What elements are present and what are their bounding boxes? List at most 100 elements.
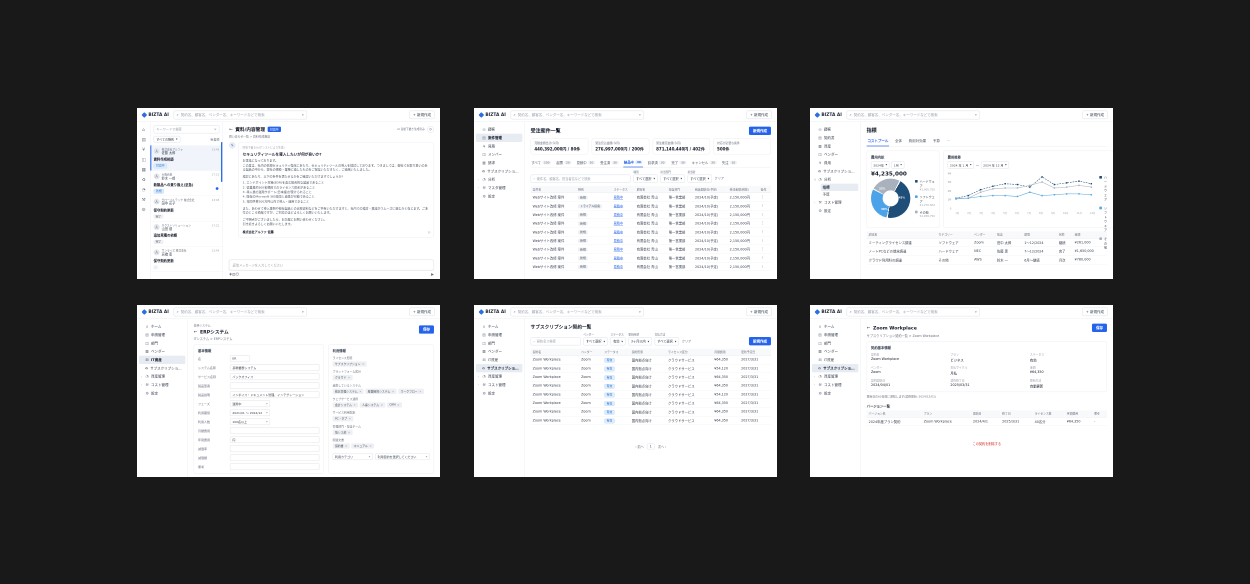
sidebar-item[interactable]: ⚙ 設定 [818, 390, 831, 396]
sidebar-item[interactable]: ◫ 部門 [482, 340, 495, 346]
tag-chip[interactable]: 経費精算システム ✕ [365, 388, 397, 394]
text-input[interactable]: 2021/01 〜 2024/12 ▾ [229, 409, 270, 416]
table-row[interactable]: Webサイト改修 案件 新規 見積中 有限会社 青山 第一営業部 2024/10… [530, 192, 771, 202]
back-icon[interactable]: ← [193, 329, 198, 335]
sidebar-item[interactable]: ⚙ 設定 [145, 390, 158, 396]
row-menu-icon[interactable]: ⋮ [760, 203, 764, 208]
sidebar-item[interactable]: ◫ ベンダー [818, 152, 838, 157]
text-input[interactable]: ER [229, 355, 250, 362]
sidebar-item[interactable]: ♻ サブスクリプション費用 [817, 168, 856, 174]
status-link[interactable]: 見積中 [613, 239, 624, 243]
dashboard-tab[interactable]: ⋯ [946, 138, 950, 143]
tag-chip[interactable]: 契約書 ✕ [332, 443, 350, 449]
table-row[interactable]: Zoom Workplace Zoom 有効 国内拠点向け クラウドサービス ¥… [530, 372, 771, 382]
chip-remove-icon[interactable]: ✕ [348, 417, 352, 421]
global-search-input[interactable]: ⌕ 契約名、顧客名、ベンダー名、キーワードなどで検索 ▾ [846, 110, 980, 120]
sidebar-subitem[interactable]: 予算 [822, 192, 830, 197]
save-button[interactable]: 保存 [1091, 323, 1107, 332]
list-item[interactable]: 人 グローバルテック 株式会社 田中 花子 13:45 保守契約更新 完了 [150, 196, 223, 222]
sidebar-item[interactable]: ♻ サブスクリプション契約 [811, 363, 859, 373]
footer-select[interactable]: 利用カテゴリ ▾ [332, 453, 373, 460]
sidebar-item[interactable]: ◫ 部門 [818, 340, 831, 346]
text-input[interactable] [229, 382, 320, 389]
sidebar-item[interactable]: ⊞ IT資産 [818, 357, 835, 362]
scrollbar[interactable] [220, 141, 223, 182]
tag-chip[interactable]: サブスクリプション ✕ [332, 361, 367, 367]
sidebar-item[interactable]: ▤ 申請管理 [818, 332, 838, 337]
rail-icon[interactable]: ¥ [142, 147, 146, 153]
table-row[interactable]: ノートPCなどの端末調達 ハードウェア NEC 佐藤 恵 7〜12/2024 完了 ¥… [866, 246, 1107, 256]
rail-icon[interactable]: ◔ [141, 187, 146, 193]
table-row[interactable]: Zoom Workplace Zoom 有効 国内拠点向け クラウドサービス ¥… [530, 416, 771, 425]
clear-search-icon[interactable]: ✕ [214, 127, 217, 132]
status-link[interactable]: 見積中 [613, 204, 624, 209]
status-tab[interactable]: 起票 20 [556, 160, 572, 165]
back-icon[interactable]: ← [228, 126, 233, 132]
status-tab[interactable]: すべて 100 [531, 160, 552, 165]
dashboard-tab[interactable]: 費用対効果 [908, 138, 927, 143]
table-row[interactable]: 2024年度プラン契約 Zoom Workplace 2024/4/1 2025/3… [866, 417, 1107, 426]
send-icon[interactable]: ▶ [431, 272, 434, 277]
sidebar-item[interactable]: › ⚒ コスト管理 [477, 382, 506, 387]
table-row[interactable]: Webサイト改修 案件 新規 見積中 有限会社 青山 第一営業部 2024/10… [530, 262, 771, 271]
table-row[interactable]: Webサイト改修 案件 新規 見積中 有限会社 青山 第一営業部 2024/10… [530, 253, 771, 263]
sidebar-item[interactable]: ▤ 案件管理 [475, 133, 523, 142]
delete-contract-link[interactable]: この契約を削除する [972, 442, 1002, 446]
rail-icon[interactable]: ⌂ [142, 127, 146, 133]
tag-chip[interactable]: 情シス部 ✕ [332, 429, 353, 435]
list-item[interactable]: 人 大阪商事 鈴木 一郎 17:21 新製品への乗り換え(至急) 新規 ● [150, 171, 223, 196]
rail-icon[interactable]: ▤ [141, 137, 146, 143]
filter-select[interactable]: すべて選択 ▾ [633, 174, 658, 183]
filter-select[interactable]: 有効 ▾ [610, 337, 626, 346]
sidebar-item[interactable]: › ⚒ マスタ管理 [477, 185, 506, 190]
table-row[interactable]: クラウド利用料の調達 その他 AWS 鈴木 一 6月〜継続 月次 ¥780,000 [866, 255, 1107, 265]
dashboard-tab[interactable]: 予算 [932, 138, 940, 143]
text-input[interactable]: 基幹業務システム [229, 364, 320, 371]
filter-select[interactable]: 3ヶ月以内 ▾ [628, 337, 652, 346]
row-menu-icon[interactable]: ⋮ [760, 238, 764, 243]
table-row[interactable]: Zoom Workplace Zoom 有効 国内拠点向け クラウドサービス ¥… [530, 398, 771, 408]
rail-icon[interactable]: ♻ [141, 177, 146, 183]
table-row[interactable]: Webサイト改修 案件 新規 見積中 有限会社 青山 第一営業部 2024/10… [530, 244, 771, 254]
text-input[interactable] [229, 445, 320, 452]
header-new-button[interactable]: + 新規作成 [746, 110, 772, 119]
create-subscription-button[interactable]: 新規作成 [748, 336, 771, 346]
text-input[interactable] [229, 454, 320, 461]
rail-icon[interactable]: ⚙ [141, 207, 146, 213]
sidebar-item[interactable]: ⚙ 設定 [482, 390, 495, 396]
status-tab[interactable]: キャンセル 20 [691, 160, 717, 165]
chip-remove-icon[interactable]: ✕ [392, 389, 395, 393]
status-link[interactable]: 見積中 [613, 265, 624, 269]
text-input[interactable]: インボイス・ドキュメント管理、インテグレーション [229, 391, 320, 398]
rail-icon[interactable]: ▦ [141, 167, 146, 173]
dashboard-tab[interactable]: 全体 [894, 138, 902, 143]
list-item[interactable]: 人 ネクストソリューション 山田 健 17:21 追加見積の依頼 完了 [150, 221, 223, 247]
sidebar-item[interactable]: › ◔ 資産管理 [140, 374, 165, 379]
sidebar-item[interactable]: ⊞ IT資産 [482, 357, 499, 362]
status-tab[interactable]: 請求済 30 [647, 160, 667, 165]
table-row[interactable]: Webサイト改修 案件 新規 見積中 有限会社 青山 第一営業部 2024/10… [530, 236, 771, 245]
refresh-icon[interactable]: ⟳ [427, 125, 434, 133]
table-row[interactable]: Webサイト改修 案件 トライアル提案 見積中 有限会社 青山 第一営業部 20… [530, 201, 771, 211]
filter-select[interactable]: すべて選択 ▾ [660, 174, 685, 183]
chip-remove-icon[interactable]: ✕ [347, 376, 351, 380]
dashboard-tab[interactable]: コストプール [866, 137, 889, 147]
chip-remove-icon[interactable]: ✕ [380, 403, 383, 407]
table-row[interactable]: Webサイト改修 案件 新規 見積中 有限会社 青山 第一営業部 2024/10… [530, 227, 771, 237]
sidebar-item[interactable]: ▦ ベンダー [818, 349, 838, 354]
filter-select[interactable]: すべて選択 ▾ [654, 337, 680, 346]
sidebar-item[interactable]: › ⚒ コスト管理 [813, 200, 842, 205]
sidebar-item[interactable]: ¥ 見積 [482, 143, 495, 149]
clear-filters-link[interactable]: クリア [681, 339, 692, 344]
tag-chip[interactable]: 人事システム ✕ [359, 402, 386, 408]
tag-chip[interactable]: マニュアル ✕ [351, 443, 374, 449]
next-page-link[interactable]: 次へ › [657, 445, 667, 449]
sidebar-item[interactable]: ▤ 申請管理 [145, 332, 165, 337]
global-search-input[interactable]: ⌕ 契約名、顧客名、ベンダー名、キーワードなどで検索 ▾ [510, 307, 644, 317]
composer-tool-icon[interactable]: ✚ [228, 272, 233, 277]
global-search-input[interactable]: ⌕ 契約名、顧客名、ベンダー名、キーワードなどで検索 ▾ [510, 110, 644, 120]
chip-remove-icon[interactable]: ✕ [362, 362, 365, 366]
tag-chip[interactable]: 会計システム ✕ [332, 402, 359, 408]
sidebar-item[interactable]: ¥ 費用 [818, 160, 831, 165]
status-link[interactable]: 見積中 [613, 247, 624, 252]
